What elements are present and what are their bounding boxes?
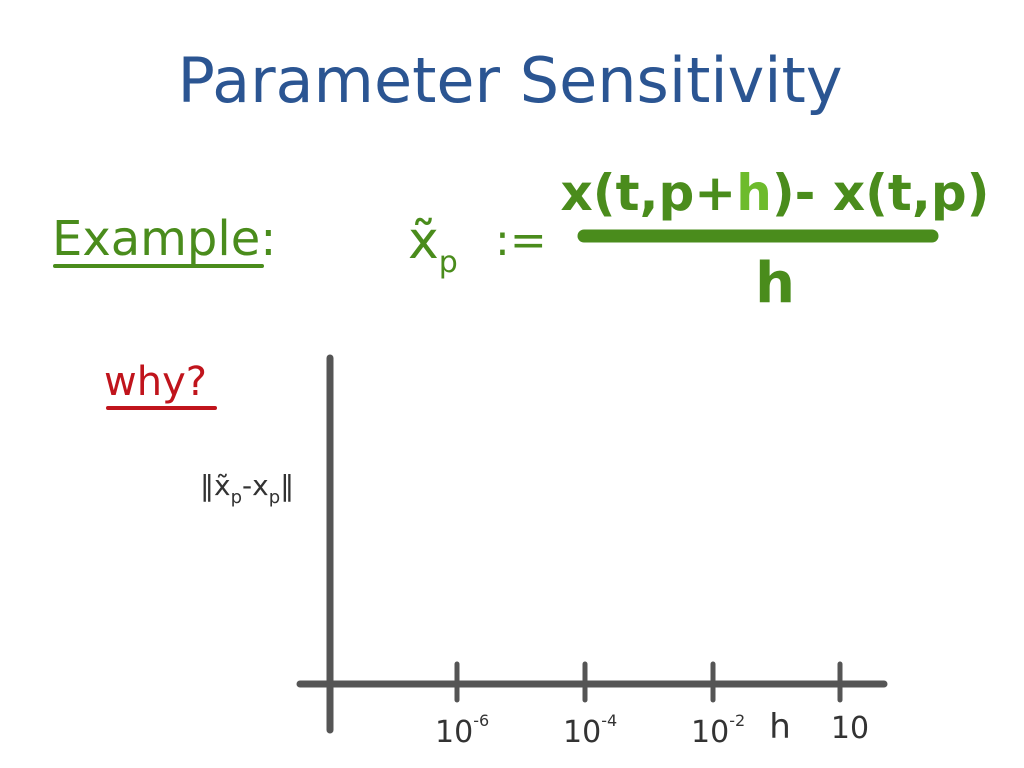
x-tick-label: 10-2 bbox=[691, 711, 745, 750]
y-subscript: p bbox=[231, 487, 242, 508]
norm-close: ‖ bbox=[280, 469, 294, 502]
tick-exponent: -6 bbox=[473, 711, 489, 730]
numerator: x(t,p+h)- x(t,p) bbox=[561, 164, 990, 222]
question: why? bbox=[104, 359, 207, 405]
x-tick-label: 10-4 bbox=[563, 711, 617, 750]
x-tick-label: 10 bbox=[831, 711, 869, 746]
lhs: x̃p bbox=[408, 211, 458, 280]
x-axis-label: h bbox=[769, 707, 791, 747]
y-subscript: p bbox=[269, 487, 280, 508]
tick-base: 10 bbox=[435, 715, 473, 750]
y-minus: - bbox=[242, 469, 252, 502]
tick-exponent: -2 bbox=[729, 711, 745, 730]
y-axis-label: ‖x̃p-xp‖ bbox=[200, 469, 294, 508]
norm-open: ‖ bbox=[200, 469, 214, 502]
x-tick-label: 10-6 bbox=[435, 711, 489, 750]
tick-base: 10 bbox=[563, 715, 601, 750]
tick-exponent: -4 bbox=[601, 711, 617, 730]
lhs-symbol: x̃ bbox=[408, 211, 439, 271]
assign: := bbox=[495, 215, 547, 266]
numerator-highlight: h bbox=[736, 164, 772, 222]
tick-base: 10 bbox=[691, 715, 729, 750]
example-label: Example: bbox=[52, 211, 276, 267]
numerator-end: )- x(t,p) bbox=[772, 164, 990, 222]
title: Parameter Sensitivity bbox=[177, 44, 842, 117]
lhs-subscript: p bbox=[439, 245, 458, 280]
y-symbol: x̃ bbox=[214, 469, 231, 502]
denominator: h bbox=[755, 251, 795, 316]
y-symbol: x bbox=[252, 469, 269, 502]
numerator-start: x(t,p+ bbox=[561, 164, 737, 222]
x-ticks: 10-6 10-4 10-2 bbox=[435, 661, 745, 750]
